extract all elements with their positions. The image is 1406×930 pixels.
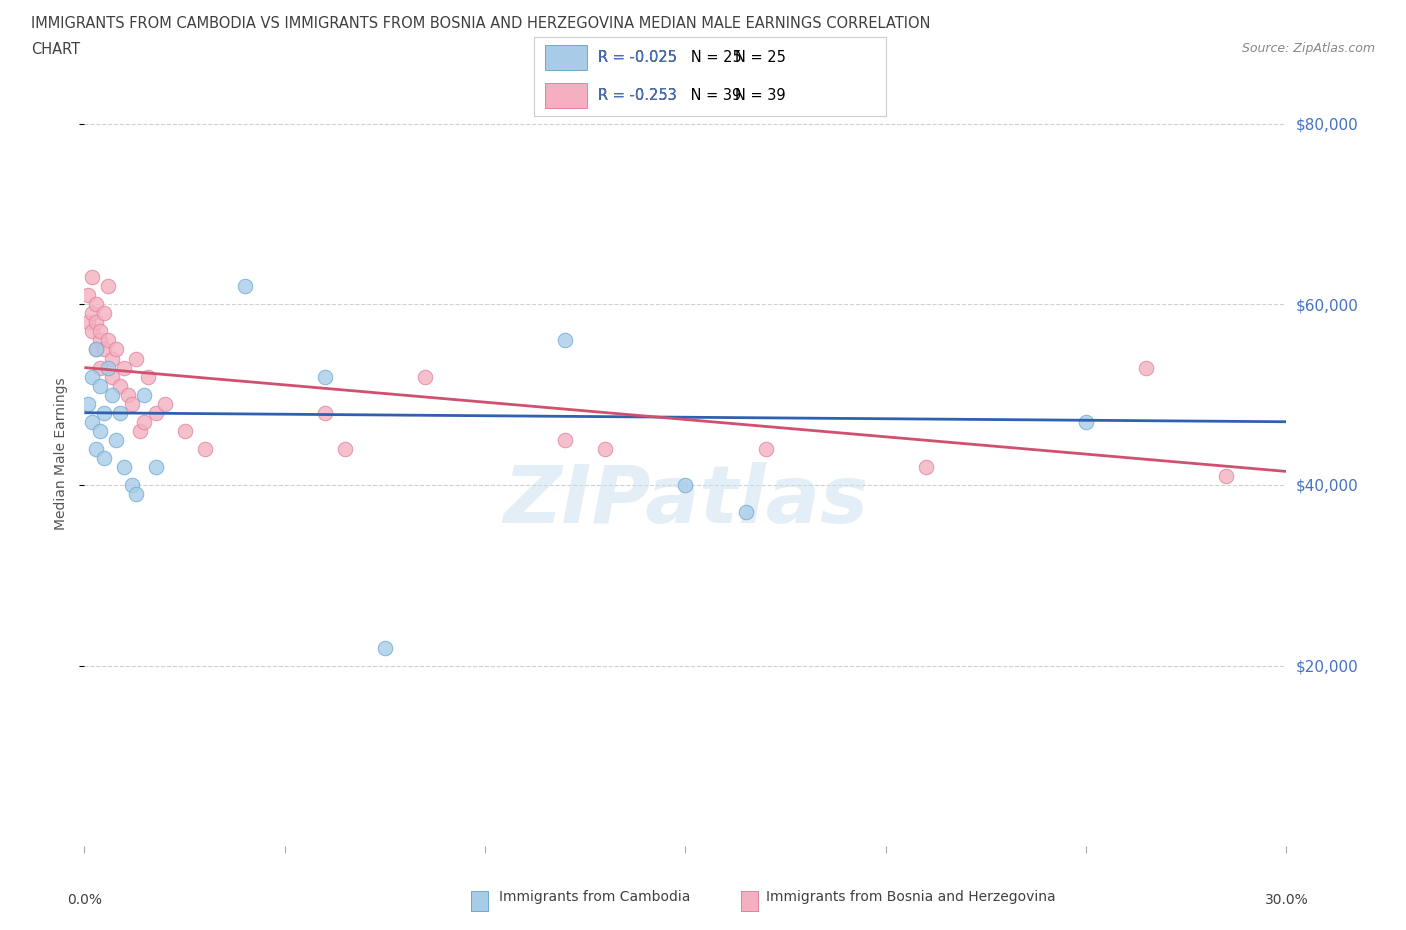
Point bbox=[554, 333, 576, 348]
FancyBboxPatch shape bbox=[544, 46, 588, 71]
FancyBboxPatch shape bbox=[544, 83, 588, 109]
Point bbox=[145, 459, 167, 474]
Point bbox=[110, 379, 132, 393]
Point bbox=[86, 297, 108, 312]
Point bbox=[314, 405, 336, 420]
Point bbox=[89, 360, 111, 375]
Point bbox=[117, 387, 139, 402]
Point bbox=[173, 423, 195, 438]
Point bbox=[233, 279, 256, 294]
Point bbox=[755, 442, 778, 457]
Point bbox=[595, 442, 617, 457]
Text: 30.0%: 30.0% bbox=[1264, 894, 1309, 908]
Point bbox=[374, 640, 396, 655]
Point bbox=[82, 270, 104, 285]
Point bbox=[134, 415, 156, 430]
Point bbox=[77, 396, 100, 411]
Point bbox=[1215, 469, 1237, 484]
Y-axis label: Median Male Earnings: Median Male Earnings bbox=[53, 377, 67, 530]
Point bbox=[82, 306, 104, 321]
Point bbox=[314, 369, 336, 384]
Text: R = -0.025   N = 25: R = -0.025 N = 25 bbox=[598, 50, 741, 65]
Point bbox=[125, 352, 148, 366]
Text: R = -0.253   N = 39: R = -0.253 N = 39 bbox=[598, 88, 741, 103]
Point bbox=[93, 342, 115, 357]
Point bbox=[194, 442, 217, 457]
Point bbox=[82, 369, 104, 384]
Point bbox=[77, 315, 100, 330]
Point bbox=[86, 342, 108, 357]
Point bbox=[413, 369, 436, 384]
Text: Immigrants from Bosnia and Herzegovina: Immigrants from Bosnia and Herzegovina bbox=[766, 890, 1056, 904]
Point bbox=[129, 423, 152, 438]
Point bbox=[101, 369, 124, 384]
Point bbox=[333, 442, 356, 457]
Point bbox=[105, 342, 128, 357]
Point bbox=[97, 333, 120, 348]
Point bbox=[89, 333, 111, 348]
Point bbox=[97, 279, 120, 294]
Text: IMMIGRANTS FROM CAMBODIA VS IMMIGRANTS FROM BOSNIA AND HERZEGOVINA MEDIAN MALE E: IMMIGRANTS FROM CAMBODIA VS IMMIGRANTS F… bbox=[31, 16, 931, 31]
Point bbox=[134, 387, 156, 402]
Point bbox=[89, 379, 111, 393]
Point bbox=[1076, 415, 1098, 430]
Point bbox=[97, 360, 120, 375]
Point bbox=[121, 477, 143, 492]
Point bbox=[121, 396, 143, 411]
Point bbox=[114, 459, 135, 474]
Point bbox=[101, 387, 124, 402]
Point bbox=[105, 432, 128, 447]
Point bbox=[93, 450, 115, 465]
Point bbox=[125, 486, 148, 501]
Point bbox=[110, 405, 132, 420]
Point bbox=[114, 360, 135, 375]
Point bbox=[86, 442, 108, 457]
Point bbox=[93, 306, 115, 321]
Point bbox=[1135, 360, 1157, 375]
Point bbox=[101, 352, 124, 366]
Text: 0.0%: 0.0% bbox=[67, 894, 101, 908]
Point bbox=[77, 288, 100, 303]
Text: R = -0.025: R = -0.025 bbox=[598, 50, 676, 65]
Point bbox=[86, 315, 108, 330]
Text: CHART: CHART bbox=[31, 42, 80, 57]
Text: ZIPatlas: ZIPatlas bbox=[503, 461, 868, 539]
Point bbox=[82, 324, 104, 339]
Text: N = 25: N = 25 bbox=[734, 50, 786, 65]
Point bbox=[675, 477, 697, 492]
Point bbox=[734, 505, 756, 520]
Text: Immigrants from Cambodia: Immigrants from Cambodia bbox=[499, 890, 690, 904]
Point bbox=[138, 369, 160, 384]
Text: N = 39: N = 39 bbox=[734, 88, 786, 103]
Point bbox=[153, 396, 176, 411]
Point bbox=[89, 324, 111, 339]
Point bbox=[86, 342, 108, 357]
Point bbox=[93, 405, 115, 420]
Point bbox=[554, 432, 576, 447]
Point bbox=[82, 415, 104, 430]
Text: Source: ZipAtlas.com: Source: ZipAtlas.com bbox=[1241, 42, 1375, 55]
Text: R = -0.253: R = -0.253 bbox=[598, 88, 676, 103]
Point bbox=[915, 459, 938, 474]
Point bbox=[145, 405, 167, 420]
Point bbox=[89, 423, 111, 438]
